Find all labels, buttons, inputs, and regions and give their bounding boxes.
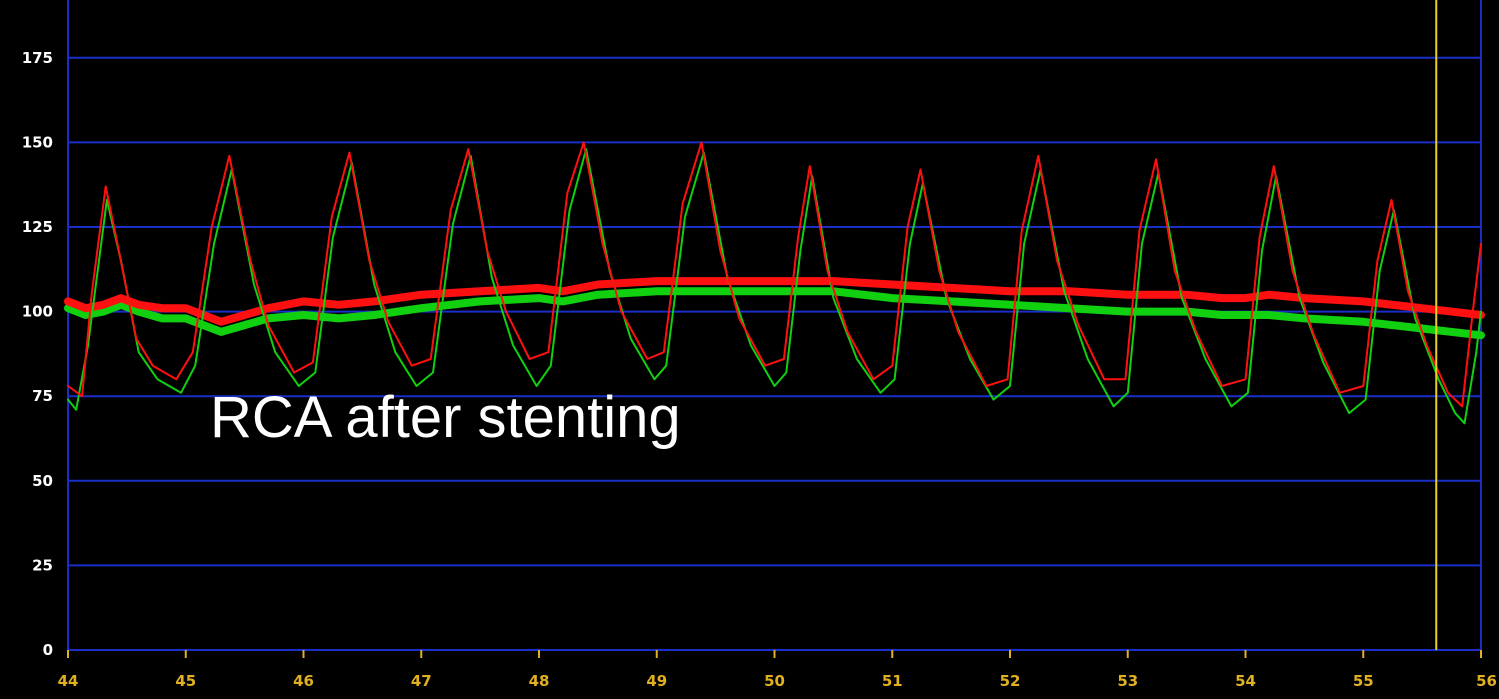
y-tick-label-100: 100 — [22, 303, 53, 321]
x-tick-label-48: 48 — [529, 672, 550, 690]
x-tick-label-46: 46 — [293, 672, 314, 690]
y-tick-label-150: 150 — [22, 133, 53, 151]
x-tick-label-56: 56 — [1476, 672, 1497, 690]
x-tick-label-45: 45 — [175, 672, 196, 690]
x-tick-label-49: 49 — [646, 672, 667, 690]
y-tick-labels: 0 25 50 75 100 125 150 175 — [22, 49, 53, 659]
green-mean-line — [64, 287, 1485, 340]
x-tick-label-52: 52 — [1000, 672, 1021, 690]
y-tick-label-75: 75 — [32, 387, 53, 405]
x-tick-label-50: 50 — [764, 672, 785, 690]
x-tick-label-44: 44 — [58, 672, 79, 690]
y-tick-label-0: 0 — [43, 641, 53, 659]
x-tick-label-51: 51 — [882, 672, 903, 690]
x-tick-label-55: 55 — [1353, 672, 1374, 690]
x-tick-label-47: 47 — [411, 672, 432, 690]
chart-annotation: RCA after stenting — [210, 385, 681, 450]
red-phasic-line — [67, 141, 1482, 408]
x-tick-label-53: 53 — [1117, 672, 1138, 690]
y-tick-label-125: 125 — [22, 218, 53, 236]
red-mean-line — [64, 277, 1485, 326]
series-lines — [64, 141, 1485, 425]
y-tick-label-50: 50 — [32, 472, 53, 490]
y-tick-label-25: 25 — [32, 556, 53, 574]
y-tick-label-175: 175 — [22, 49, 53, 67]
x-tick-label-54: 54 — [1235, 672, 1256, 690]
green-phasic-line — [67, 148, 1482, 425]
x-tick-labels: 44 45 46 47 48 49 50 51 52 53 54 55 56 — [58, 672, 1497, 690]
